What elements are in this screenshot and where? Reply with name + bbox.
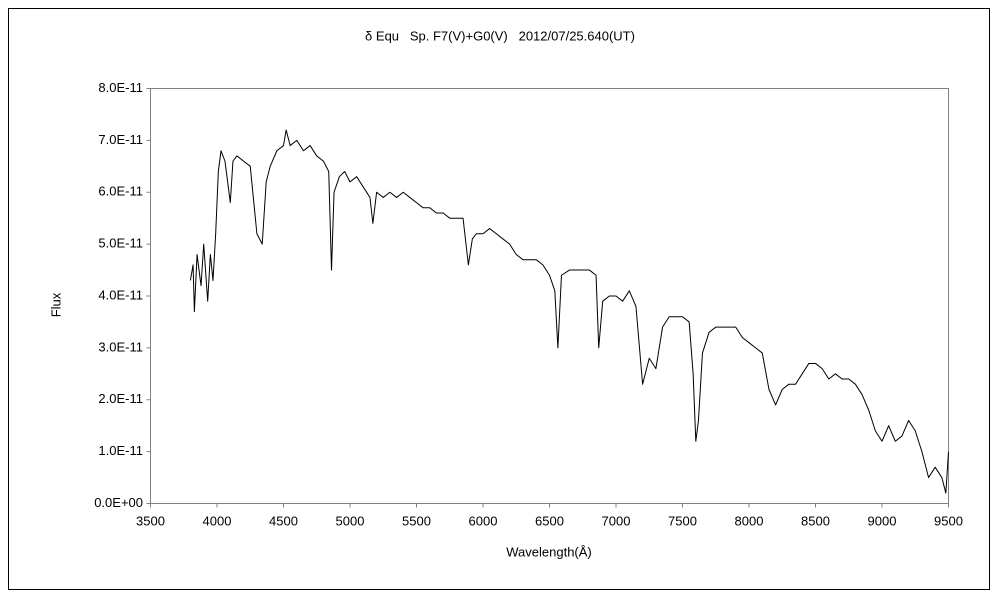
y-axis-label: Flux [48, 292, 63, 317]
x-tick-label: 7500 [668, 513, 697, 528]
x-tick-label: 6500 [535, 513, 564, 528]
x-tick-label: 8000 [735, 513, 764, 528]
y-tick-label: 8.0E-11 [98, 80, 143, 95]
y-tick-label: 5.0E-11 [98, 236, 143, 251]
y-tick-label: 0.0E+00 [94, 495, 143, 510]
y-tick-label: 7.0E-11 [98, 132, 143, 147]
x-tick-label: 3500 [136, 513, 165, 528]
y-tick-label: 2.0E-11 [98, 391, 143, 406]
chart-title: δ Equ Sp. F7(V)+G0(V) 2012/07/25.640(UT) [365, 28, 635, 43]
x-tick-label: 5000 [336, 513, 365, 528]
x-tick-label: 9500 [934, 513, 963, 528]
y-tick-label: 4.0E-11 [98, 287, 143, 302]
x-tick-label: 9000 [868, 513, 897, 528]
y-tick-label: 3.0E-11 [98, 339, 143, 354]
x-tick-label: 4500 [269, 513, 298, 528]
x-tick-label: 6000 [469, 513, 498, 528]
x-tick-label: 4000 [203, 513, 232, 528]
y-tick-label: 6.0E-11 [98, 184, 143, 199]
spectrum-line [189, 129, 949, 494]
x-tick-label: 5500 [402, 513, 431, 528]
x-tick-label: 8500 [801, 513, 830, 528]
x-axis-label: Wavelength(Å) [506, 544, 592, 559]
plot-area [150, 88, 949, 504]
y-tick-label: 1.0E-11 [98, 443, 143, 458]
x-tick-label: 7000 [602, 513, 631, 528]
